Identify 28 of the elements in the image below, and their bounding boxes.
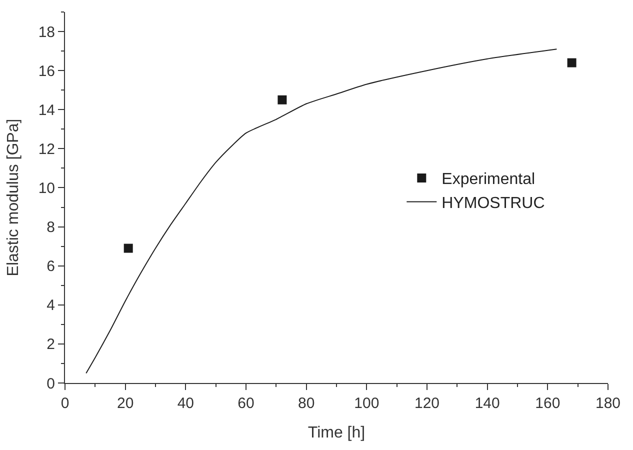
x-axis-title: Time [h] — [308, 424, 366, 442]
y-tick-label: 0 — [46, 375, 55, 392]
x-tick-label: 60 — [238, 395, 254, 412]
y-tick-label: 14 — [38, 102, 55, 119]
point — [124, 244, 133, 253]
y-tick-label: 4 — [46, 297, 55, 314]
x-tick-label: 100 — [354, 395, 380, 412]
y-tick-label: 10 — [38, 180, 55, 197]
x-tick-label: 160 — [535, 395, 560, 412]
line-series — [86, 48, 558, 374]
y-tick-label: 18 — [38, 24, 55, 41]
x-tick-label: 80 — [298, 395, 315, 412]
y-axis-title: Elastic modulus [GPa] — [5, 118, 22, 276]
y-tick-label: 2 — [46, 336, 55, 354]
x-tick-label: 20 — [116, 395, 134, 412]
point — [278, 95, 287, 104]
y-tick-label: 8 — [46, 219, 55, 236]
y-tick-label: 12 — [38, 140, 55, 158]
legend-label: HYMOSTRUC — [442, 195, 545, 212]
y-tick-label: 16 — [38, 62, 55, 80]
x-tick-label: 40 — [177, 395, 194, 412]
x-tick-label: 120 — [414, 395, 440, 412]
y-tick-label: 6 — [46, 258, 55, 276]
point — [567, 58, 576, 68]
legend-label: Experimental — [442, 171, 536, 188]
x-tick-label: 0 — [60, 395, 70, 412]
x-tick-label: 140 — [474, 395, 500, 412]
x-tick-label: 180 — [595, 395, 621, 412]
